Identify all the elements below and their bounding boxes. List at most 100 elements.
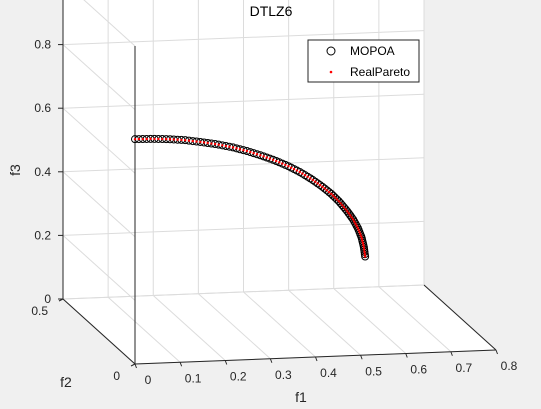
data-point-realpareto xyxy=(252,151,255,155)
z-tick-label: 0.6 xyxy=(34,101,51,115)
z-tick-label: 0.8 xyxy=(34,38,51,52)
data-point-realpareto xyxy=(228,145,231,148)
data-point-realpareto xyxy=(137,137,141,141)
data-point-realpareto xyxy=(213,142,217,146)
grid-line-z-back xyxy=(62,30,425,46)
data-point-realpareto xyxy=(363,253,367,256)
data-point-realpareto xyxy=(242,148,245,152)
legend-label-mopoa: MOPOA xyxy=(350,44,395,58)
legend-box xyxy=(307,39,420,83)
grid-line-x-floor xyxy=(198,293,271,360)
data-point-realpareto xyxy=(341,204,344,207)
data-point-realpareto xyxy=(199,140,202,144)
data-point-realpareto xyxy=(363,250,366,254)
data-point-mopoa xyxy=(349,215,358,224)
data-point-realpareto xyxy=(245,149,249,153)
data-point-realpareto xyxy=(314,180,317,183)
data-point-mopoa xyxy=(350,217,359,226)
grid-line-z-left xyxy=(83,0,136,47)
data-point-realpareto xyxy=(145,137,148,141)
data-point-realpareto xyxy=(265,156,268,159)
data-point-realpareto xyxy=(362,248,366,251)
data-point-realpareto xyxy=(316,182,319,185)
data-point-realpareto xyxy=(318,183,322,187)
grid-line-z-left xyxy=(62,44,136,110)
data-point-realpareto xyxy=(157,137,160,141)
data-point-realpareto xyxy=(172,138,176,141)
grid-line-x-floor xyxy=(333,288,407,354)
data-point-realpareto xyxy=(344,208,347,211)
data-point-realpareto xyxy=(311,178,315,182)
data-point-realpareto xyxy=(327,190,331,194)
data-point-realpareto xyxy=(290,166,293,169)
data-point-realpareto xyxy=(353,220,356,223)
x-tick-mark xyxy=(224,360,228,365)
series-realpareto xyxy=(133,137,367,258)
x-tick-label: 0.2 xyxy=(230,370,247,384)
data-point-realpareto xyxy=(168,138,172,141)
data-point-mopoa xyxy=(361,252,370,261)
data-point-realpareto xyxy=(284,163,287,167)
left-wall xyxy=(63,0,135,364)
data-point-realpareto xyxy=(133,137,137,141)
data-point-realpareto xyxy=(362,246,366,249)
x-tick-mark xyxy=(405,353,408,358)
data-point-mopoa xyxy=(352,221,361,230)
grid-line-z-back xyxy=(62,157,425,173)
data-point-realpareto xyxy=(183,138,187,142)
z-tick-label: 0.2 xyxy=(34,228,51,242)
data-point-mopoa xyxy=(351,219,360,228)
data-point-realpareto xyxy=(274,159,278,163)
data-point-realpareto xyxy=(306,175,309,178)
data-point-realpareto xyxy=(363,255,367,258)
data-point-realpareto xyxy=(206,141,209,145)
x-tick-label: 0.7 xyxy=(456,361,473,375)
data-point-realpareto xyxy=(331,194,335,197)
data-point-realpareto xyxy=(359,235,363,238)
z-axis-label: f3 xyxy=(7,164,23,176)
data-point-realpareto xyxy=(287,165,290,168)
data-point-realpareto xyxy=(361,241,365,245)
grid-line-x-floor xyxy=(107,296,181,363)
y-tick-label: 0.5 xyxy=(31,304,48,318)
data-point-realpareto xyxy=(292,167,296,171)
data-point-realpareto xyxy=(355,224,358,227)
legend-marker-realpareto xyxy=(329,70,333,74)
data-point-realpareto xyxy=(325,189,329,192)
data-point-realpareto xyxy=(347,212,350,215)
data-point-realpareto xyxy=(321,185,324,189)
x-tick-mark xyxy=(179,362,183,367)
data-point-realpareto xyxy=(354,222,357,225)
data-point-realpareto xyxy=(303,173,307,177)
data-point-realpareto xyxy=(255,153,259,156)
data-point-realpareto xyxy=(180,138,183,142)
data-point-mopoa xyxy=(344,209,353,218)
y-tick-mark xyxy=(130,363,136,367)
data-point-realpareto xyxy=(362,243,365,247)
data-point-realpareto xyxy=(361,239,364,242)
legend[interactable]: MOPOA RealPareto xyxy=(307,39,420,83)
data-point-realpareto xyxy=(309,177,312,180)
x-tick-label: 0.6 xyxy=(410,363,427,377)
x-tick-mark xyxy=(269,358,273,363)
x-tick-label: 0.4 xyxy=(320,366,337,380)
x-tick-label: 0.8 xyxy=(501,359,518,373)
x-tick-mark xyxy=(134,363,137,369)
data-point-realpareto xyxy=(268,157,272,160)
x-tick-label: 0.3 xyxy=(275,368,292,382)
data-point-realpareto xyxy=(349,214,352,217)
data-point-realpareto xyxy=(295,169,299,172)
x-tick-mark xyxy=(495,349,498,355)
data-point-realpareto xyxy=(259,154,262,157)
data-point-realpareto xyxy=(333,196,337,199)
grid-line-x-floor xyxy=(378,286,452,353)
data-point-realpareto xyxy=(337,200,341,203)
data-point-realpareto xyxy=(262,155,265,158)
data-point-realpareto xyxy=(357,228,360,232)
data-point-realpareto xyxy=(281,162,284,165)
x-axis-label: f1 xyxy=(295,389,307,405)
data-point-realpareto xyxy=(231,146,235,149)
grid-line-z-left xyxy=(62,107,136,174)
data-point-realpareto xyxy=(360,237,364,240)
